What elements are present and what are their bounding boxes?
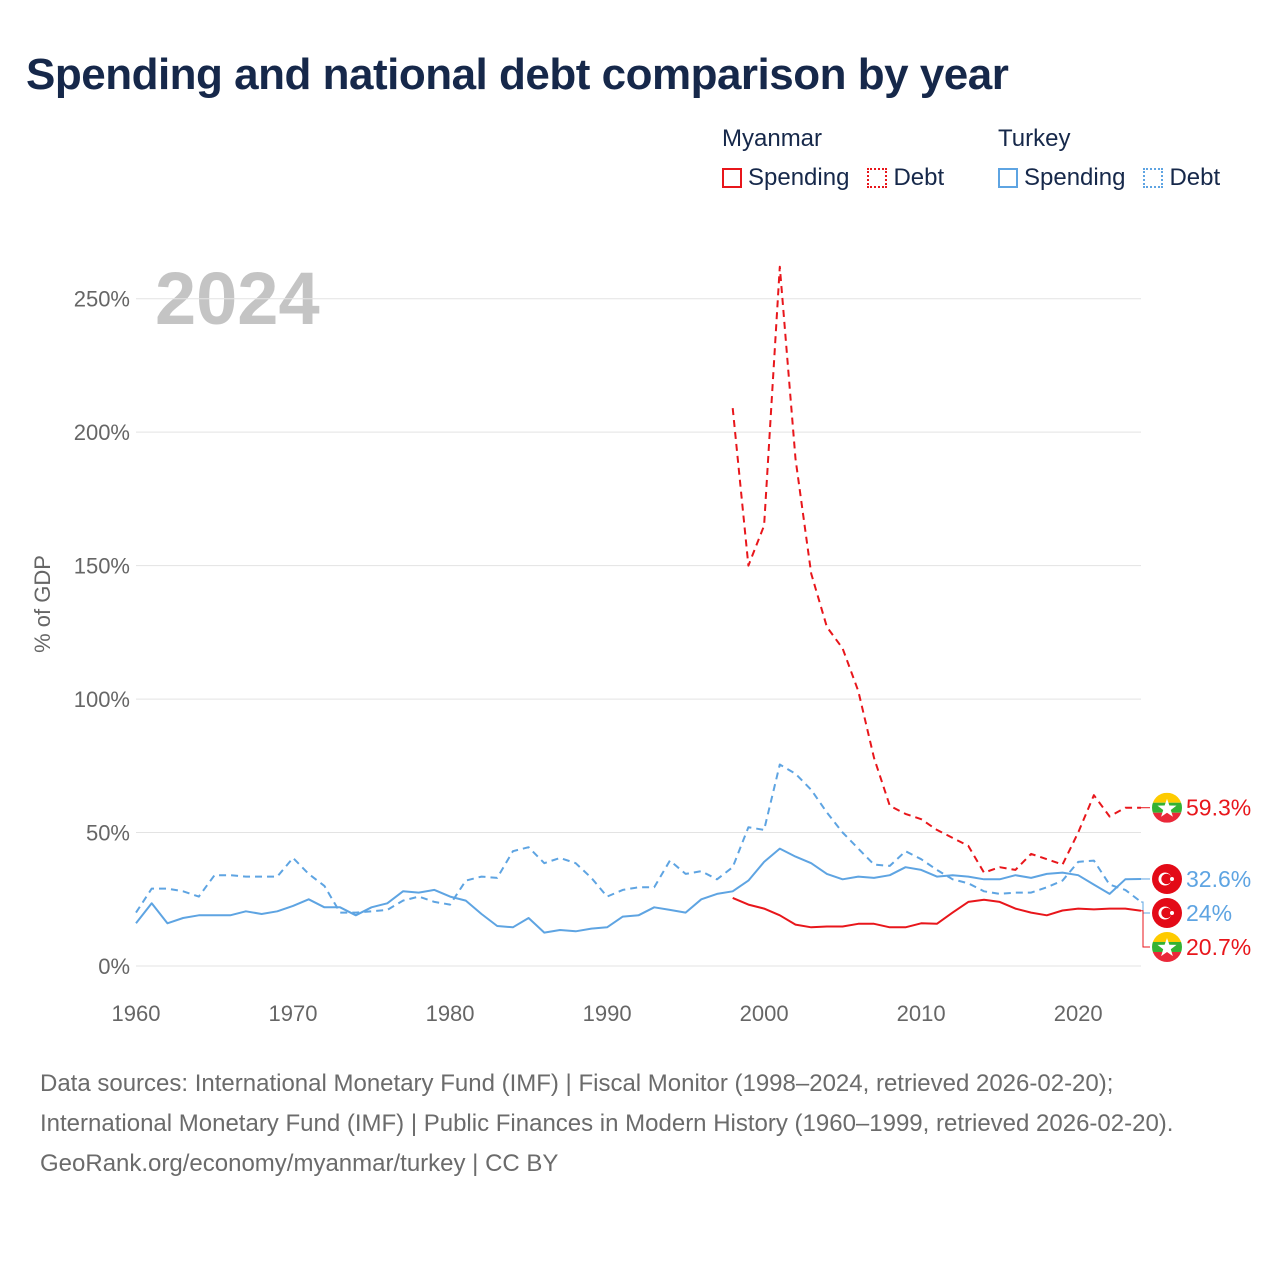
y-tick-label: 100% bbox=[74, 687, 130, 712]
chart-title: Spending and national debt comparison by… bbox=[26, 50, 1009, 99]
legend-label: Debt bbox=[893, 164, 945, 191]
end-value-label: 20.7% bbox=[1186, 934, 1251, 960]
end-value-label: 59.3% bbox=[1186, 795, 1251, 821]
myanmar-flag-icon bbox=[1152, 931, 1182, 962]
legend-group-turkey: Turkey Spending Debt bbox=[998, 122, 1238, 192]
y-tick-label: 250% bbox=[74, 287, 130, 312]
legend-item-turkey-spending[interactable]: Spending bbox=[998, 164, 1125, 192]
series-line-myanmar-debt[interactable] bbox=[731, 265, 1141, 874]
myanmar-flag-icon bbox=[1152, 792, 1182, 823]
legend-label: Spending bbox=[748, 164, 850, 191]
turkey-flag-icon bbox=[1152, 897, 1182, 928]
legend-swatch-solid-icon bbox=[722, 168, 742, 188]
legend-label: Spending bbox=[1024, 164, 1126, 191]
series-line-myanmar-spending[interactable] bbox=[732, 896, 1142, 929]
x-tick-label: 1970 bbox=[269, 1001, 318, 1026]
x-tick-label: 1960 bbox=[112, 1001, 161, 1026]
legend-country-myanmar: Myanmar bbox=[722, 125, 823, 152]
legend-item-myanmar-spending[interactable]: Spending bbox=[722, 164, 849, 192]
legend-item-myanmar-debt[interactable]: Debt bbox=[867, 164, 944, 192]
end-value-label: 24% bbox=[1186, 900, 1232, 926]
x-tick-label: 2020 bbox=[1054, 1001, 1103, 1026]
x-tick-label: 2010 bbox=[897, 1001, 946, 1026]
footer: Data sources: International Monetary Fun… bbox=[40, 1064, 1240, 1184]
legend-item-turkey-debt[interactable]: Debt bbox=[1143, 164, 1220, 192]
y-tick-label: 50% bbox=[86, 821, 130, 846]
line-chart: 2024 % of GDP 0%50%100%150%200%250%1960 1… bbox=[30, 257, 1251, 1026]
legend-group-myanmar: Myanmar Spending Debt bbox=[722, 122, 962, 192]
legend-country-turkey: Turkey bbox=[998, 125, 1071, 152]
end-value-label: 32.6% bbox=[1186, 866, 1251, 892]
turkey-flag-icon bbox=[1152, 863, 1182, 894]
y-tick-label: 200% bbox=[74, 420, 130, 445]
data-sources: Data sources: International Monetary Fun… bbox=[40, 1070, 1174, 1137]
end-label-connector bbox=[1141, 910, 1150, 948]
legend-label: Debt bbox=[1169, 164, 1221, 191]
series-line-turkey-debt[interactable] bbox=[135, 763, 1142, 914]
series-line-turkey-spending[interactable] bbox=[135, 847, 1142, 934]
legend-swatch-solid-icon bbox=[998, 168, 1018, 188]
legend-swatch-dotted-icon bbox=[1143, 168, 1164, 188]
y-tick-label: 150% bbox=[74, 554, 130, 579]
legend-swatch-dotted-icon bbox=[867, 168, 888, 188]
x-tick-label: 2000 bbox=[740, 1001, 789, 1026]
end-label-connector bbox=[1141, 901, 1150, 914]
x-tick-label: 1980 bbox=[426, 1001, 475, 1026]
site-credit[interactable]: GeoRank.org/economy/myanmar/turkey | CC … bbox=[40, 1150, 559, 1177]
x-tick-label: 1990 bbox=[583, 1001, 632, 1026]
y-axis-title: % of GDP bbox=[30, 555, 55, 653]
y-tick-label: 0% bbox=[98, 954, 130, 979]
